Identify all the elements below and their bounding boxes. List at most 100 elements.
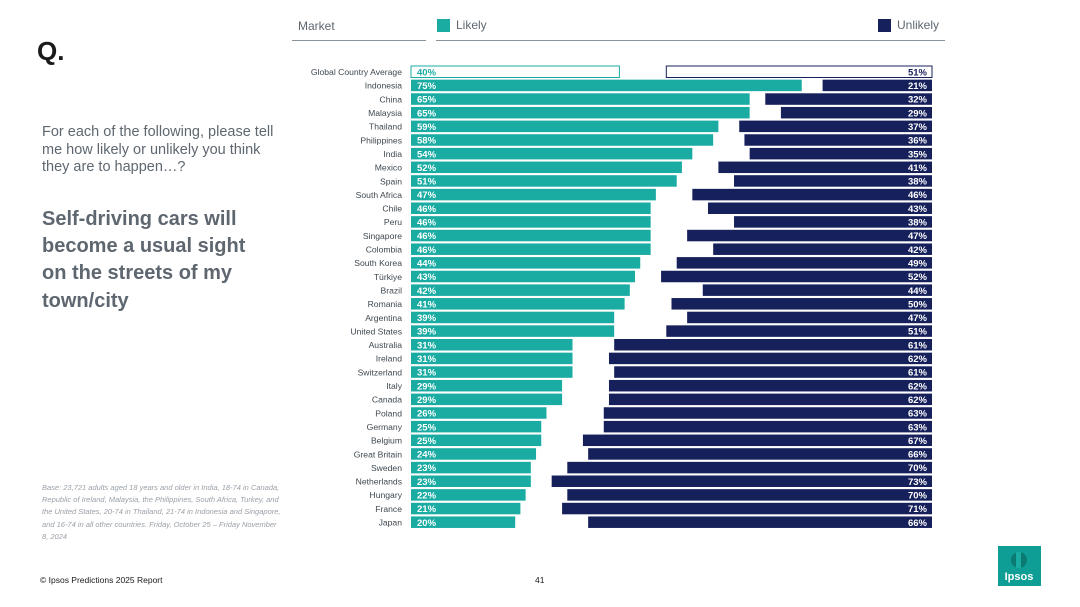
unlikely-bar: [687, 311, 932, 324]
likely-bar: [411, 229, 651, 242]
unlikely-value-label: 46%: [908, 190, 928, 201]
likely-value-label: 21%: [417, 504, 437, 515]
category-label: Sweden: [371, 463, 402, 473]
unlikely-bar: [692, 188, 932, 201]
category-label: Mexico: [375, 163, 402, 173]
legend-likely-label: Likely: [456, 18, 487, 32]
unlikely-value-label: 38%: [908, 177, 928, 188]
likely-bar: [411, 516, 516, 528]
category-label: Philippines: [360, 135, 402, 145]
likely-value-label: 39%: [417, 313, 437, 324]
unlikely-value-label: 61%: [908, 340, 928, 351]
category-label: Global Country Average: [311, 67, 402, 77]
legend-unlikely: Unlikely: [878, 18, 939, 32]
likely-value-label: 39%: [417, 327, 437, 338]
unlikely-bar: [588, 448, 932, 460]
unlikely-value-label: 47%: [908, 313, 928, 324]
unlikely-value-label: 66%: [908, 518, 928, 529]
likely-bar: [411, 175, 677, 187]
category-label: Türkiye: [374, 272, 402, 282]
likely-value-label: 47%: [417, 190, 437, 201]
unlikely-value-label: 66%: [908, 450, 928, 461]
unlikely-value-label: 42%: [908, 245, 928, 256]
category-label: Singapore: [363, 231, 402, 241]
unlikely-value-label: 37%: [908, 122, 928, 133]
likely-bar: [411, 79, 802, 92]
unlikely-bar: [744, 134, 932, 146]
likely-bar: [411, 379, 563, 392]
unlikely-value-label: 67%: [908, 436, 928, 447]
category-label: Germany: [367, 422, 403, 432]
unlikely-value-label: 51%: [908, 327, 928, 338]
unlikely-bar: [687, 229, 932, 242]
header-divider: [292, 40, 426, 41]
unlikely-bar: [718, 161, 932, 174]
likely-value-label: 29%: [417, 395, 437, 406]
statement-title: Self-driving cars will become a usual si…: [42, 208, 246, 312]
unlikely-value-label: 71%: [908, 504, 928, 515]
category-label: Hungary: [370, 490, 403, 500]
likely-bar: [411, 461, 531, 474]
likely-bar: [411, 475, 531, 487]
category-label: Ireland: [376, 354, 402, 364]
likely-value-label: 31%: [417, 368, 437, 379]
likely-bar: [411, 188, 656, 201]
unlikely-value-label: 70%: [908, 491, 928, 502]
likely-value-label: 54%: [417, 149, 437, 160]
category-label: Malaysia: [368, 108, 402, 118]
likely-bar: [411, 270, 636, 283]
unlikely-value-label: 62%: [908, 395, 928, 406]
likely-bar: [411, 311, 615, 324]
likely-value-label: 59%: [417, 122, 437, 133]
likely-value-label: 75%: [417, 81, 437, 92]
legend-likely: Likely: [437, 18, 487, 32]
unlikely-value-label: 50%: [908, 299, 928, 310]
likely-value-label: 46%: [417, 231, 437, 242]
unlikely-value-label: 51%: [908, 67, 928, 78]
likely-bar: [411, 420, 542, 433]
unlikely-bar: [671, 298, 932, 310]
likely-bar: [411, 161, 682, 174]
likely-value-label: 44%: [417, 258, 437, 269]
category-label: India: [383, 149, 402, 159]
unlikely-bar: [734, 216, 932, 228]
likely-bar: [411, 202, 651, 214]
unlikely-value-label: 52%: [908, 272, 928, 283]
unlikely-bar: [603, 407, 932, 419]
ipsos-logo-graphic: Ipsos: [1005, 552, 1033, 583]
likely-bar: [411, 106, 750, 119]
likely-value-label: 22%: [417, 491, 437, 502]
unlikely-value-label: 73%: [908, 477, 928, 488]
unlikely-bar: [665, 65, 933, 78]
unlikely-bar: [582, 434, 932, 447]
likely-bar: [411, 339, 573, 351]
question-mark-logo: Q.: [37, 36, 65, 66]
likely-bar: [411, 120, 719, 133]
base-note: Base: 23,721 adults aged 18 years and ol…: [42, 483, 281, 541]
category-label: Netherlands: [356, 477, 402, 487]
unlikely-value-label: 63%: [908, 422, 928, 433]
likely-bar: [411, 325, 615, 337]
unlikely-bar: [614, 366, 932, 378]
likely-value-label: 20%: [417, 518, 437, 529]
category-label: United States: [350, 326, 402, 336]
likely-value-label: 23%: [417, 463, 437, 474]
category-label: Italy: [386, 381, 402, 391]
category-label: Japan: [379, 518, 403, 528]
likely-value-label: 26%: [417, 409, 437, 420]
category-label: Canada: [372, 395, 402, 405]
market-header: Market: [298, 19, 335, 33]
likely-value-label: 43%: [417, 272, 437, 283]
question-text: For each of the following, please tell m…: [42, 124, 274, 175]
category-label: Thailand: [369, 122, 402, 132]
category-label: Chile: [382, 204, 402, 214]
unlikely-bar: [739, 120, 932, 133]
unlikely-value-label: 38%: [908, 218, 928, 229]
unlikely-bar: [822, 79, 932, 92]
likely-bar: [411, 434, 542, 447]
legend-likely-swatch: [437, 18, 450, 32]
likely-value-label: 31%: [417, 354, 437, 365]
unlikely-bar: [603, 420, 932, 433]
likely-value-label: 58%: [417, 136, 437, 147]
